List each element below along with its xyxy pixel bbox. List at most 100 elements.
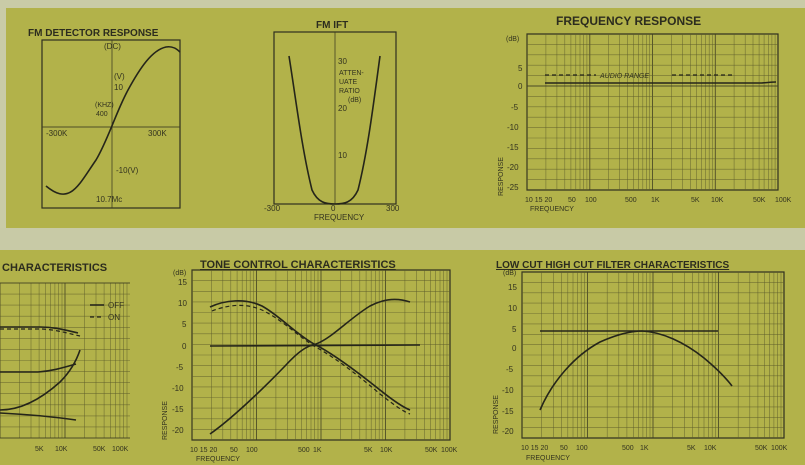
fc-xtick-500: 500 bbox=[622, 445, 634, 452]
tone-control-title: TONE CONTROL CHARACTERISTICS bbox=[200, 259, 396, 271]
characteristics-legend-off: OFF bbox=[108, 301, 124, 310]
fm-ift-ylabel-line1: ATTEN- bbox=[339, 70, 364, 77]
fc-xtick-100k: 100K bbox=[771, 445, 788, 452]
fm-detector-frame bbox=[41, 39, 181, 209]
fr-tick-100k: 100K bbox=[775, 197, 792, 204]
fm-ift-title: FM IFT bbox=[316, 20, 348, 31]
tone-control-flat bbox=[209, 344, 421, 347]
characteristics-title: CHARACTERISTICS bbox=[2, 262, 107, 274]
fc-tick-minus10: -10 bbox=[502, 386, 514, 395]
fc-tick-15: 15 bbox=[508, 283, 517, 292]
tc-xtick-10k: 10K bbox=[380, 447, 393, 454]
fc-xtick-10k: 10K bbox=[704, 445, 717, 452]
filter-grid bbox=[521, 272, 784, 438]
frequency-response-audio-range: AUDIO RANGE bbox=[599, 73, 649, 80]
tone-control-xlabel: FREQUENCY bbox=[196, 456, 240, 463]
fr-tick-10-15-20: 10 15 20 bbox=[525, 197, 552, 204]
fm-detector-minus10v-label: -10(V) bbox=[116, 166, 139, 175]
fm-detector-carrier-label: 10.7Mc bbox=[96, 195, 122, 204]
tc-tick-15: 15 bbox=[178, 278, 187, 287]
tc-xtick-100: 100 bbox=[246, 447, 258, 454]
fm-ift-tick-30: 30 bbox=[338, 57, 347, 66]
ch-tick-50k: 50K bbox=[93, 446, 106, 453]
tc-xtick-50: 50 bbox=[230, 447, 238, 454]
frequency-response-tick-5: 5 bbox=[518, 64, 523, 73]
tc-xtick-500: 500 bbox=[298, 447, 310, 454]
fm-detector-tick-300k: 300K bbox=[148, 129, 167, 138]
characteristics-curve-c bbox=[0, 349, 81, 411]
fm-detector-khz-label: (KHZ) bbox=[95, 102, 114, 109]
frequency-response-tick-0: 0 bbox=[518, 82, 523, 91]
fr-tick-50k: 50K bbox=[753, 197, 766, 204]
fc-tick-10: 10 bbox=[508, 304, 517, 313]
characteristics-curve-d bbox=[0, 412, 77, 421]
frequency-response-chart: FREQUENCY RESPONSE (dB) 5 0 -5 -10 -15 -… bbox=[498, 14, 792, 213]
fm-ift-tick-minus300: -300 bbox=[264, 204, 281, 213]
fm-ift-tick-0: 0 bbox=[331, 204, 336, 213]
fr-tick-10k: 10K bbox=[711, 197, 724, 204]
fm-ift-chart: FM IFT 30 ATTEN- UATE RATIO (dB) 20 10 -… bbox=[264, 20, 400, 222]
ch-tick-5k: 5K bbox=[35, 446, 44, 453]
filter-unit: (dB) bbox=[503, 270, 516, 277]
frequency-response-title: FREQUENCY RESPONSE bbox=[556, 14, 701, 28]
frequency-response-ylabel: RESPONSE bbox=[498, 157, 505, 196]
frequency-response-unit: (dB) bbox=[506, 36, 519, 43]
fm-ift-ylabel-line4: (dB) bbox=[348, 97, 361, 104]
fc-xtick-100: 100 bbox=[576, 445, 588, 452]
fm-detector-tick-minus300k: -300K bbox=[46, 129, 68, 138]
tc-tick-5: 5 bbox=[182, 320, 187, 329]
frequency-response-tick-minus5: -5 bbox=[511, 103, 519, 112]
tc-xtick-50k: 50K bbox=[425, 447, 438, 454]
frequency-response-tick-minus20: -20 bbox=[507, 163, 519, 172]
ch-tick-10k: 10K bbox=[55, 446, 68, 453]
tc-tick-0: 0 bbox=[182, 342, 187, 351]
characteristics-curve-a-on bbox=[0, 328, 81, 337]
frequency-response-tick-minus25: -25 bbox=[507, 183, 519, 192]
fc-tick-minus5: -5 bbox=[506, 365, 514, 374]
fc-xtick-5k: 5K bbox=[687, 445, 696, 452]
fm-ift-curve bbox=[288, 55, 381, 205]
fr-tick-50: 50 bbox=[568, 197, 576, 204]
tc-xtick-5k: 5K bbox=[364, 447, 373, 454]
fm-ift-tick-20: 20 bbox=[338, 104, 347, 113]
characteristics-chart: CHARACTERISTICS OFF ON 5K 10K 50K 100K bbox=[0, 262, 130, 453]
fc-tick-5: 5 bbox=[512, 325, 517, 334]
fc-xtick-10-15-20: 10 15 20 bbox=[521, 445, 548, 452]
fc-tick-minus15: -15 bbox=[502, 407, 514, 416]
fc-xtick-50: 50 bbox=[560, 445, 568, 452]
characteristics-legend-on: ON bbox=[108, 313, 120, 322]
filter-title: LOW CUT HIGH CUT FILTER CHARACTERISTICS bbox=[496, 260, 729, 271]
tone-control-chart: TONE CONTROL CHARACTERISTICS (dB) 15 10 … bbox=[162, 259, 458, 463]
fm-detector-title: FM DETECTOR RESPONSE bbox=[28, 28, 159, 39]
filter-ylabel: RESPONSE bbox=[493, 395, 500, 434]
frequency-response-tick-minus15: -15 bbox=[507, 143, 519, 152]
fc-tick-minus20: -20 bbox=[502, 427, 514, 436]
frequency-response-tick-minus10: -10 bbox=[507, 123, 519, 132]
panel-gap bbox=[0, 228, 805, 250]
fr-tick-500: 500 bbox=[625, 197, 637, 204]
tc-tick-minus5: -5 bbox=[176, 363, 184, 372]
fr-tick-100: 100 bbox=[585, 197, 597, 204]
tone-control-unit: (dB) bbox=[173, 270, 186, 277]
filter-cut-response bbox=[539, 330, 733, 411]
filter-chart: LOW CUT HIGH CUT FILTER CHARACTERISTICS … bbox=[493, 260, 788, 462]
fc-xtick-1k: 1K bbox=[640, 445, 649, 452]
fm-ift-ylabel-line2: UATE bbox=[339, 79, 357, 86]
fm-ift-ylabel-line3: RATIO bbox=[339, 88, 360, 95]
tc-tick-minus20: -20 bbox=[172, 426, 184, 435]
tone-control-bass-cut-treble-boost bbox=[209, 298, 411, 435]
tc-tick-10: 10 bbox=[178, 299, 187, 308]
fm-ift-tick-300: 300 bbox=[386, 204, 400, 213]
fm-detector-10-label: 10 bbox=[114, 83, 123, 92]
fm-ift-xlabel: FREQUENCY bbox=[314, 213, 365, 222]
fc-tick-0: 0 bbox=[512, 344, 517, 353]
frequency-response-grid bbox=[526, 34, 778, 190]
fr-tick-1k: 1K bbox=[651, 197, 660, 204]
fm-ift-tick-10: 10 bbox=[338, 151, 347, 160]
characteristics-curve-a bbox=[0, 326, 79, 334]
tone-control-ylabel: RESPONSE bbox=[162, 401, 169, 440]
tc-tick-minus10: -10 bbox=[172, 384, 184, 393]
fm-detector-chart: FM DETECTOR RESPONSE (DC) (V) 10 (KHZ) 4… bbox=[28, 28, 181, 209]
tc-xtick-10-15-20: 10 15 20 bbox=[190, 447, 217, 454]
